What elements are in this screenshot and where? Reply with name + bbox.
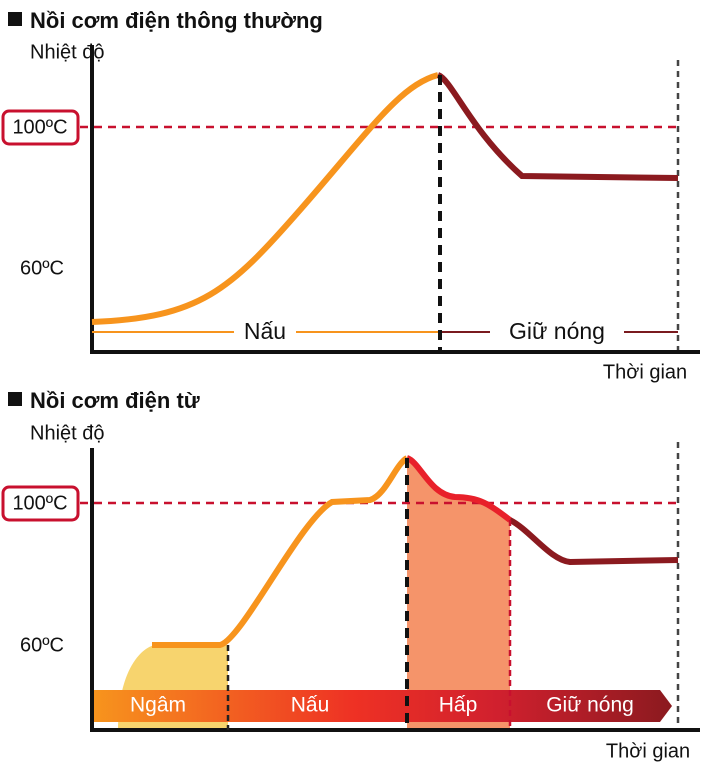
phase-label: Giữ nóng (509, 318, 605, 344)
x-label: Thời gian (606, 740, 690, 762)
panel-induction: Nồi cơm điện từ Nhiệt độ 100ºC 60ºC Ngâm… (1, 388, 700, 762)
phase-label: Ngâm (130, 694, 186, 717)
phase-label: Nấu (291, 694, 330, 717)
curve (405, 455, 512, 523)
bullet (8, 392, 22, 406)
tick-label: 60ºC (20, 257, 64, 279)
y-label: Nhiệt độ (30, 422, 105, 444)
phase-label: Giữ nóng (546, 694, 634, 717)
bullet (8, 12, 22, 26)
curve (152, 455, 409, 648)
x-label: Thời gian (603, 361, 687, 383)
phase-label: Nấu (244, 318, 286, 344)
tick-label: 100ºC (12, 492, 67, 514)
phase-label: Hấp (439, 694, 478, 717)
panel-title: Nồi cơm điện thông thường (30, 8, 323, 33)
curve (436, 72, 679, 181)
panel-title: Nồi cơm điện từ (30, 388, 200, 413)
curve (91, 72, 439, 325)
tick-box (1, 485, 80, 522)
tick-label: 60ºC (20, 634, 64, 656)
label-bg (234, 318, 296, 346)
y-label: Nhiệt độ (30, 41, 105, 63)
panel-conventional: Nồi cơm điện thông thường Nhiệt độ 100ºC… (1, 8, 700, 383)
tick-label: 100ºC (12, 116, 67, 138)
curve (508, 517, 679, 566)
steam-area (407, 458, 510, 730)
tick-box (1, 109, 80, 146)
label-bg (490, 318, 624, 346)
phase-band (94, 690, 672, 722)
